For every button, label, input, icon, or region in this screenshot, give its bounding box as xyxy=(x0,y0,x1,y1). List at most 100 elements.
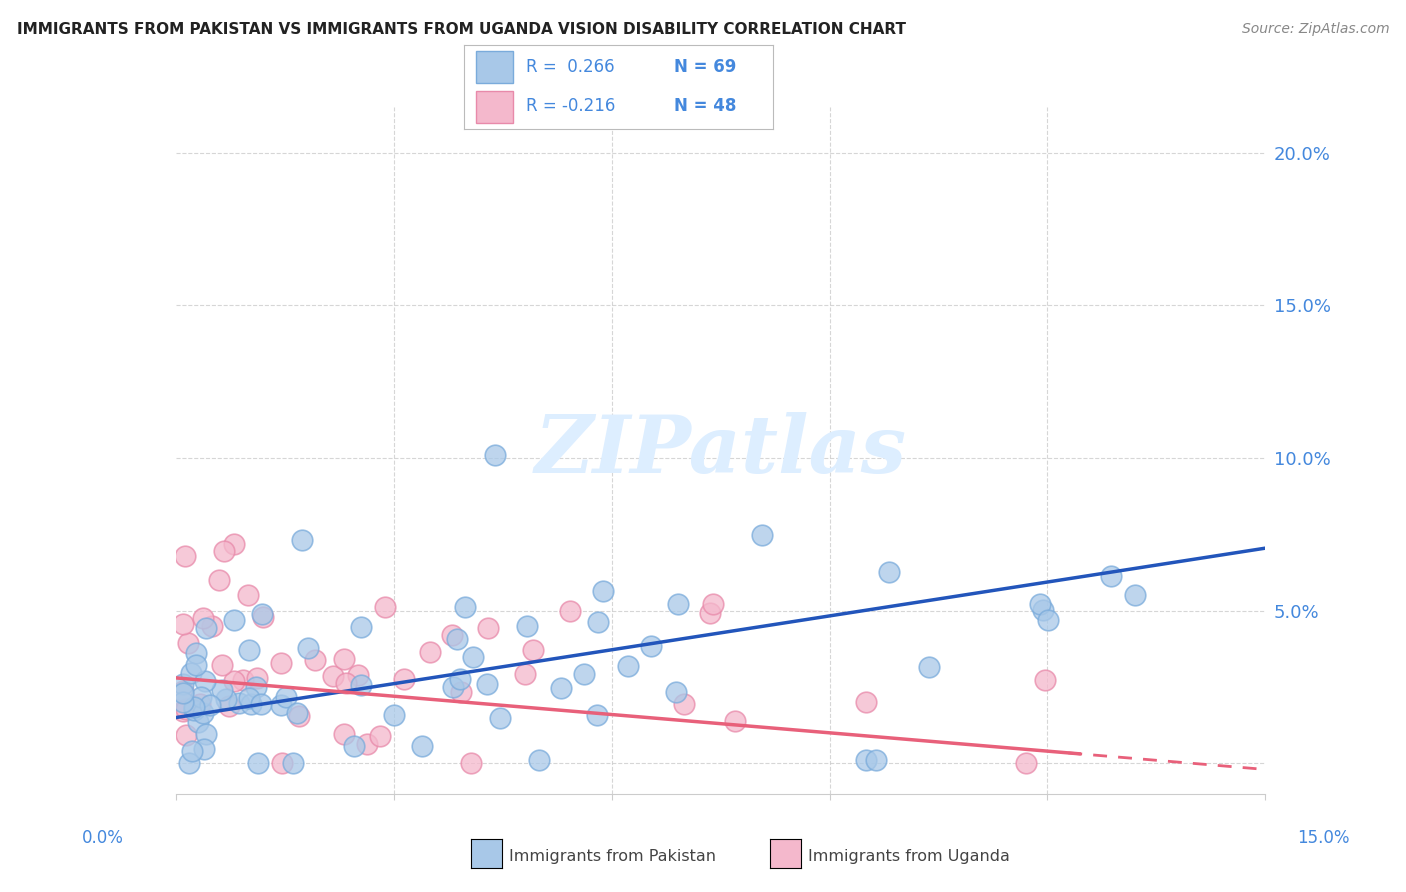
Point xyxy=(672,697,695,711)
Point xyxy=(183,703,205,717)
Point xyxy=(172,677,194,691)
Point xyxy=(617,658,640,673)
Point xyxy=(176,728,198,742)
Text: N = 48: N = 48 xyxy=(675,97,737,115)
Point xyxy=(183,699,205,714)
Point xyxy=(250,607,273,621)
Point xyxy=(252,610,274,624)
Point xyxy=(1015,756,1038,771)
Point xyxy=(454,599,477,614)
Point xyxy=(176,702,198,716)
Point xyxy=(238,642,260,657)
Point xyxy=(699,607,721,621)
Point xyxy=(484,448,506,462)
Bar xyxy=(477,52,513,83)
Point xyxy=(1032,603,1054,617)
Text: Source: ZipAtlas.com: Source: ZipAtlas.com xyxy=(1241,22,1389,37)
Point xyxy=(865,753,887,767)
Text: ZIPatlas: ZIPatlas xyxy=(534,412,907,489)
Point xyxy=(173,549,195,563)
Point xyxy=(245,681,267,695)
Point xyxy=(247,756,270,771)
Point xyxy=(751,527,773,541)
Point xyxy=(288,709,311,723)
Point xyxy=(335,676,357,690)
Point xyxy=(918,660,941,674)
Bar xyxy=(477,91,513,122)
Point xyxy=(516,618,538,632)
Point xyxy=(1123,588,1146,602)
Point xyxy=(411,739,433,753)
Point xyxy=(460,756,482,771)
Point xyxy=(1033,673,1056,688)
Text: N = 69: N = 69 xyxy=(675,59,737,77)
Point xyxy=(191,706,214,720)
Point xyxy=(1099,569,1122,583)
Point xyxy=(208,573,231,587)
Point xyxy=(274,690,297,704)
Point xyxy=(184,657,207,672)
Point xyxy=(550,681,572,695)
Point xyxy=(297,640,319,655)
Point xyxy=(191,611,214,625)
Point xyxy=(1029,597,1052,611)
Point xyxy=(394,673,416,687)
Point xyxy=(212,543,235,558)
Point xyxy=(238,691,260,706)
Point xyxy=(702,598,724,612)
Point xyxy=(228,696,250,710)
Point xyxy=(172,704,194,718)
Point xyxy=(586,615,609,630)
Point xyxy=(368,729,391,743)
Point xyxy=(195,727,218,741)
Point xyxy=(172,695,194,709)
Point xyxy=(281,756,304,771)
Point xyxy=(441,681,464,695)
Point xyxy=(184,646,207,660)
Point xyxy=(855,753,877,767)
Point xyxy=(513,667,536,681)
Point xyxy=(461,649,484,664)
Point xyxy=(250,697,273,711)
Point xyxy=(180,744,202,758)
Point xyxy=(1038,613,1060,627)
Point xyxy=(291,533,314,548)
Point xyxy=(180,665,202,680)
Point xyxy=(640,639,662,653)
Point xyxy=(215,691,238,706)
Point xyxy=(270,698,292,712)
Point xyxy=(193,742,215,756)
Point xyxy=(271,756,294,771)
Point xyxy=(440,628,463,642)
Point xyxy=(270,657,292,671)
Point xyxy=(200,698,222,712)
Point xyxy=(586,708,609,723)
Point xyxy=(285,706,308,720)
Point xyxy=(343,739,366,753)
Point xyxy=(477,621,499,635)
Point xyxy=(240,697,263,711)
Point xyxy=(218,699,240,714)
Point xyxy=(211,682,233,697)
Text: 15.0%: 15.0% xyxy=(1296,829,1350,847)
Point xyxy=(195,621,218,635)
Point xyxy=(855,695,877,709)
Text: R = -0.216: R = -0.216 xyxy=(526,97,616,115)
Point xyxy=(574,666,596,681)
Point xyxy=(222,536,245,550)
Text: 0.0%: 0.0% xyxy=(82,829,124,847)
Text: Immigrants from Uganda: Immigrants from Uganda xyxy=(808,849,1011,863)
Point xyxy=(446,632,468,646)
Point xyxy=(211,657,233,672)
Point xyxy=(724,714,747,728)
Point xyxy=(222,673,245,688)
Point xyxy=(489,711,512,725)
Point xyxy=(187,714,209,729)
Point xyxy=(527,753,550,767)
Point xyxy=(188,697,211,711)
Point xyxy=(522,642,544,657)
Point xyxy=(332,726,354,740)
Point xyxy=(172,686,194,700)
Point xyxy=(172,683,194,698)
Point xyxy=(238,589,260,603)
